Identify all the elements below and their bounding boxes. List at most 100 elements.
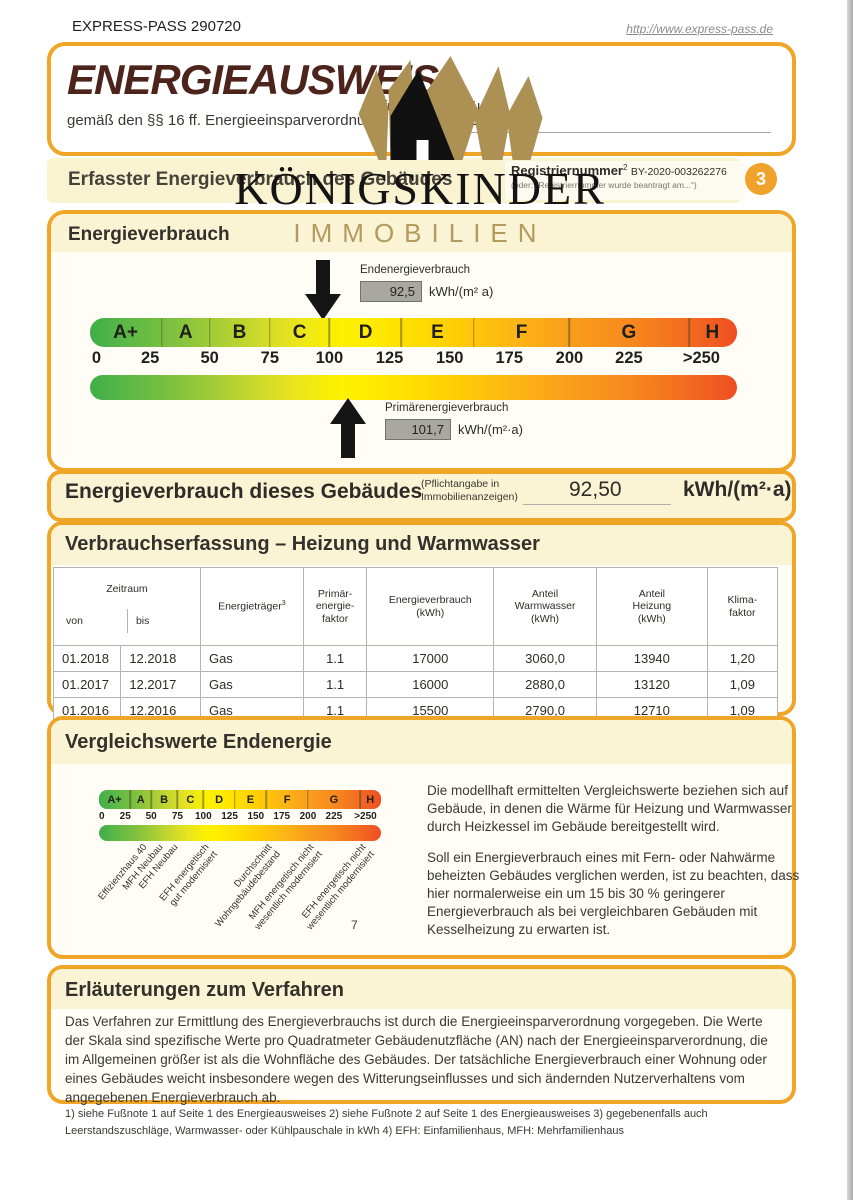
column-header-zeitraum: Zeitraum von bis: [53, 566, 201, 647]
scale-divider: [176, 790, 179, 809]
scale-divider: [328, 318, 331, 347]
table-row: 01.2018 12.2018 Gas 1.1 17000 3060,0 139…: [52, 645, 779, 673]
scale-letter: G: [621, 321, 637, 343]
registration-footnote-mark: 2: [622, 163, 628, 172]
scale-letter: A+: [113, 321, 138, 343]
column-header-energietraeger: Energieträger3: [199, 566, 304, 647]
document-id: EXPRESS-PASS 290720: [72, 18, 241, 35]
scale-tick: 200: [555, 349, 584, 367]
issuer-url: http://www.express-pass.de: [626, 22, 773, 36]
scale-letter: E: [246, 793, 255, 806]
scale-divider: [269, 318, 271, 347]
fill-line: [419, 132, 771, 133]
cell-von: 01.2018: [52, 645, 122, 673]
comparison-paragraph-1: Die modellhaft ermittelten Vergleichswer…: [427, 783, 792, 834]
scale-divider: [161, 318, 163, 347]
scale-letter: H: [366, 793, 375, 806]
von-label: von: [66, 614, 83, 627]
energietraeger-label: Energieträger: [218, 600, 282, 613]
scale-tick: 225: [615, 349, 643, 367]
consumption-table-heading: Verbrauchserfassung – Heizung und Warmwa…: [65, 533, 540, 555]
explanation-heading: Erläuterungen zum Verfahren: [65, 979, 344, 1001]
cell-energieverbrauch: 16000: [366, 671, 495, 699]
comparison-heading: Vergleichswerte Endenergie: [65, 731, 332, 753]
scale-tick: >250: [354, 811, 377, 822]
energy-consumption-heading: Energieverbrauch: [68, 224, 230, 245]
cell-anteil-warmwasser: 3060,0: [493, 645, 597, 673]
scale-tick: 25: [119, 811, 131, 822]
mini-scale-bar: A+ A B C D E F G H: [99, 790, 381, 809]
column-header-energieverbrauch: Energieverbrauch (kWh): [366, 566, 495, 647]
footnote-mark-7: 7: [351, 918, 358, 932]
mini-scale-tick-row: 0 25 50 75 100 125 150 175 200 225 >250: [99, 811, 381, 823]
cell-energietraeger: Gas: [199, 671, 304, 699]
end-energy-label: Endenergieverbrauch: [360, 264, 470, 276]
explanation-box: Erläuterungen zum Verfahren Das Verfahre…: [47, 965, 796, 1105]
registration-note: (oder: „Registriernummer wurde beantragt…: [511, 180, 697, 191]
scale-tick: 150: [435, 349, 464, 367]
cell-anteil-heizung: 13940: [595, 645, 708, 673]
box-header-strip: [51, 525, 792, 565]
scale-letter: A+: [107, 793, 122, 806]
scale-letter: D: [215, 793, 224, 806]
column-header-primaerenergiefaktor: Primär- energie- faktor: [302, 566, 368, 647]
scale-tick: >250: [682, 349, 720, 367]
scale-tick: 200: [299, 811, 317, 822]
table-row: 01.2017 12.2017 Gas 1.1 16000 2880,0 131…: [52, 671, 779, 699]
comparison-markers: Effizienzhaus 40 MFH Neubau EFH Neubau E…: [96, 842, 381, 946]
scale-tick: 25: [140, 349, 160, 367]
scale-letter: F: [283, 793, 291, 806]
scale-tick: 175: [273, 811, 291, 822]
primary-energy-label: Primärenergieverbrauch: [385, 402, 509, 414]
column-header-klimafaktor: Klima- faktor: [706, 566, 779, 647]
column-header-anteil-warmwasser: Anteil Warmwasser (kWh): [493, 566, 597, 647]
scan-edge-shadow: [847, 0, 853, 1200]
scale-divider: [688, 318, 690, 347]
comparison-text: Die modellhaft ermittelten Vergleichswer…: [427, 782, 807, 952]
scale-tick: 100: [194, 811, 212, 822]
box-header-strip: [51, 969, 792, 1009]
box-header-strip: [51, 720, 792, 764]
scale-letter: B: [160, 793, 169, 806]
scale-divider: [129, 790, 132, 809]
scale-letter: H: [705, 321, 720, 343]
scale-tick: 225: [325, 811, 343, 822]
efficiency-scale-bar: A+ A B C D E F G H: [90, 318, 737, 347]
cell-primaerenergiefaktor: 1.1: [302, 671, 368, 699]
consumption-table-box: Verbrauchserfassung – Heizung und Warmwa…: [47, 521, 796, 777]
scale-tick: 150: [247, 811, 265, 822]
scale-tick: 50: [145, 811, 157, 822]
primary-energy-arrow-icon: [330, 398, 366, 458]
end-energy-value: 92,5: [360, 281, 422, 302]
law-date: 18.11.2013: [451, 112, 525, 129]
scale-divider: [265, 790, 267, 809]
cell-energietraeger: Gas: [199, 645, 304, 673]
declared-value-label: Energieverbrauch dieses Gebäudes: [65, 480, 423, 503]
declared-value-line: [523, 504, 671, 505]
zeitraum-sublabels: von bis: [58, 608, 196, 633]
title-box: ENERGIEAUSWEIS für Wohngebäude gemäß den…: [47, 42, 796, 156]
scale-divider: [202, 790, 205, 809]
scale-divider: [400, 318, 402, 347]
primary-energy-value: 101,7: [385, 419, 451, 440]
mini-lower-scale-bar: [99, 825, 381, 841]
scale-letter: D: [358, 321, 373, 343]
end-energy-arrow-icon: [305, 260, 341, 320]
primary-scale-bar: [90, 375, 737, 400]
cell-anteil-warmwasser: 2880,0: [493, 671, 597, 699]
zeitraum-label: Zeitraum: [106, 582, 148, 595]
scale-letter: G: [329, 793, 339, 806]
scale-tick: 0: [91, 349, 102, 367]
explanation-text: Das Verfahren zur Ermittlung des Energie…: [65, 1014, 768, 1105]
scale-tick-row: 0 25 50 75 100 125 150 175 200 225 >250: [90, 349, 737, 371]
scale-tick: 75: [171, 811, 183, 822]
registration-number-box: Registriernummer2 BY-2020-003262276 (ode…: [505, 161, 745, 200]
comparison-paragraph-2: Soll ein Energieverbrauch eines mit Fern…: [427, 849, 800, 937]
end-energy-unit: kWh/(m² a): [429, 284, 494, 299]
scale-divider: [208, 318, 211, 347]
energietraeger-footnote-mark: 3: [281, 600, 286, 608]
declared-value-box: Energieverbrauch dieses Gebäudes (Pflich…: [47, 470, 796, 522]
registration-value: BY-2020-003262276: [630, 166, 727, 179]
law-reference: gemäß den §§ 16 ff. Energieeinsparverord…: [67, 112, 382, 129]
cell-bis: 12.2018: [120, 645, 201, 673]
